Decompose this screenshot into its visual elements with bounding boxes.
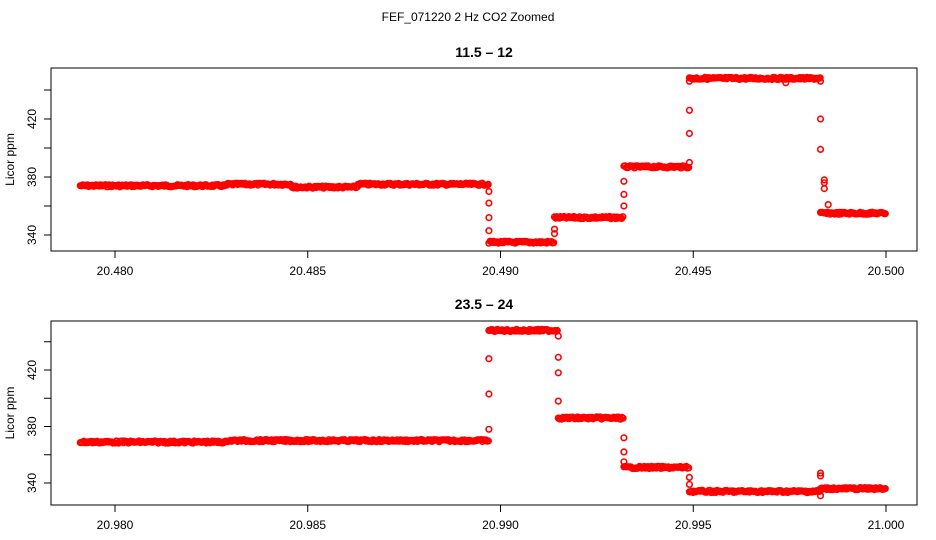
x-tick-label: 21.000 — [868, 518, 905, 532]
transition-point — [816, 492, 825, 500]
transition-point — [685, 77, 694, 85]
x-tick-label: 20.980 — [97, 518, 134, 532]
x-tick-label: 20.495 — [675, 264, 712, 278]
x-axis: 20.480 20.485 20.490 20.495 20.500 — [97, 251, 905, 278]
chart-panel-1: 11.5 – 12 20.480 20.485 20.490 20.495 20.500 3… — [3, 44, 918, 278]
transition-point — [550, 230, 559, 238]
x-tick-label: 20.490 — [482, 264, 519, 278]
transition-point — [485, 187, 493, 196]
y-axis-label: Licor ppm — [3, 133, 17, 186]
transition-point — [816, 145, 825, 153]
y-tick-label: 420 — [25, 360, 39, 380]
transition-point — [554, 369, 562, 377]
transition-point — [685, 158, 694, 167]
transition-point — [550, 225, 559, 233]
transition-point — [620, 434, 628, 442]
transition-point — [485, 425, 493, 433]
transition-point — [816, 115, 825, 123]
transition-point — [485, 199, 493, 207]
transition-point — [485, 390, 493, 398]
figure-title: FEF_071220 2 Hz CO2 Zoomed — [381, 10, 555, 24]
x-tick-label: 20.480 — [97, 264, 134, 278]
data-points — [76, 73, 889, 247]
x-tick-label: 20.990 — [482, 518, 519, 532]
transition-point — [816, 472, 825, 480]
y-tick-label: 420 — [25, 109, 39, 129]
transition-point — [824, 201, 832, 209]
transition-point — [820, 185, 828, 193]
transition-point — [554, 332, 562, 340]
x-axis: 20.980 20.985 20.990 20.995 21.000 — [97, 505, 905, 532]
y-tick-label: 340 — [25, 473, 39, 493]
transition-point — [685, 106, 694, 114]
panel-title: 11.5 – 12 — [455, 44, 513, 60]
transition-point — [816, 469, 825, 477]
plot-frame — [50, 67, 918, 252]
transition-point — [685, 129, 694, 138]
chart-panel-2: 23.5 – 24 20.980 20.985 20.990 20.995 21.000 3… — [3, 296, 918, 532]
transition-point — [685, 473, 694, 482]
transition-point — [485, 227, 493, 235]
x-tick-label: 20.995 — [675, 518, 712, 532]
y-tick-label: 380 — [25, 167, 39, 187]
x-tick-label: 20.485 — [289, 264, 326, 278]
transition-point — [620, 448, 628, 456]
transition-point — [620, 458, 628, 466]
transition-point — [485, 214, 493, 222]
transition-point — [485, 355, 493, 363]
y-axis: 340 380 420 — [25, 89, 51, 245]
y-tick-label: 340 — [25, 225, 39, 245]
x-tick-label: 20.500 — [868, 264, 905, 278]
y-axis-label: Licor ppm — [3, 387, 17, 440]
transition-point — [554, 397, 562, 405]
transition-point — [620, 202, 628, 210]
plot-frame — [50, 320, 918, 506]
transition-point — [782, 79, 790, 87]
panel-title: 23.5 – 24 — [455, 296, 514, 312]
transition-point — [620, 190, 628, 198]
x-tick-label: 20.985 — [289, 518, 326, 532]
y-tick-label: 380 — [25, 416, 39, 436]
y-axis: 340 380 420 — [25, 341, 51, 493]
transition-point — [816, 77, 825, 85]
transition-point — [554, 353, 562, 361]
transition-point — [820, 176, 828, 184]
data-points — [76, 325, 889, 500]
transition-point — [620, 177, 628, 185]
transition-point — [685, 480, 694, 489]
